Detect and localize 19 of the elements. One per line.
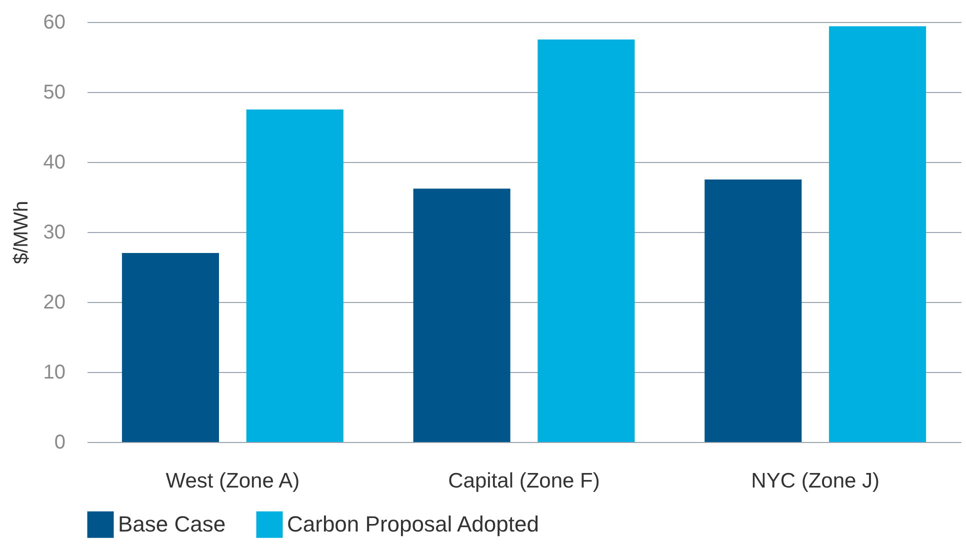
y-tick-label: 10: [43, 362, 66, 384]
bar: [122, 253, 219, 442]
y-axis-title: $/MWh: [10, 200, 32, 264]
bar: [829, 26, 926, 442]
y-tick-label: 40: [43, 152, 66, 174]
legend-label: Carbon Proposal Adopted: [287, 512, 539, 537]
y-tick-label: 0: [54, 432, 66, 454]
bar: [246, 110, 344, 442]
y-tick-label: 30: [43, 222, 66, 244]
x-tick-label: Capital (Zone F): [448, 470, 600, 492]
y-tick-label: 60: [43, 12, 66, 34]
y-tick-label: 50: [43, 82, 66, 104]
legend-label: Base Case: [118, 512, 226, 537]
bar: [413, 188, 510, 442]
x-tick-label: West (Zone A): [166, 470, 300, 492]
bar: [538, 40, 635, 442]
bar: [704, 180, 802, 442]
y-tick-label: 20: [43, 292, 66, 314]
x-tick-label: NYC (Zone J): [751, 470, 880, 492]
